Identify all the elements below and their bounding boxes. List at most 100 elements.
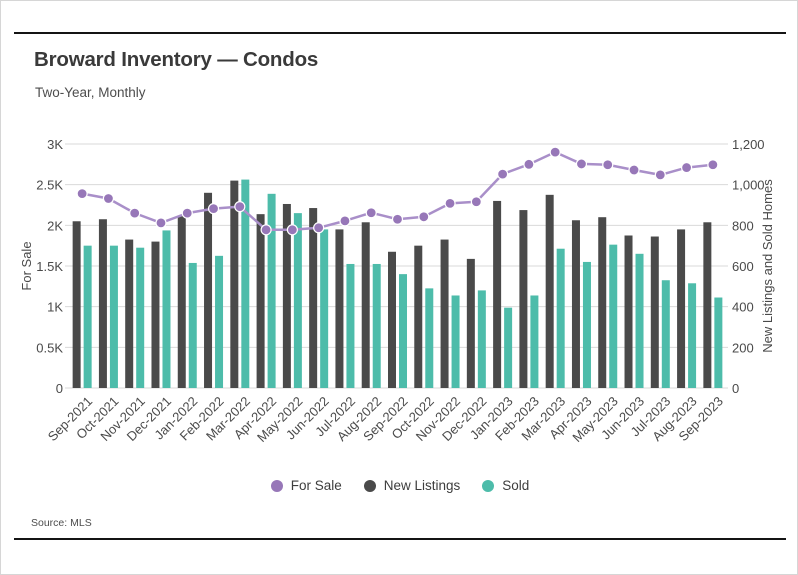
sold-bar	[635, 253, 644, 388]
sold-bar	[556, 248, 565, 388]
for-sale-point	[418, 211, 430, 223]
for-sale-legend-marker-icon	[270, 479, 283, 492]
for-sale-point	[391, 213, 404, 225]
sold-bar	[477, 290, 486, 388]
for-sale-point	[444, 197, 456, 209]
left-axis-tick-label: 1K	[47, 300, 63, 315]
sold-bar	[83, 245, 92, 388]
sold-bar	[109, 245, 118, 388]
sold-bar	[372, 263, 381, 388]
new-listings-bar	[598, 217, 607, 388]
sold-bar	[688, 283, 697, 388]
sold-bar	[215, 255, 224, 388]
sold-bar	[504, 307, 513, 388]
right-axis-tick-label: 800	[732, 218, 754, 233]
new-listings-bar	[624, 235, 633, 388]
for-sale-point	[102, 192, 115, 205]
left-axis-tick-label: 1.5K	[36, 259, 63, 274]
for-sale-point	[181, 207, 193, 219]
for-sale-point	[76, 188, 88, 200]
for-sale-point	[234, 201, 246, 213]
sold-bar	[399, 274, 407, 388]
left-axis-tick-label: 2.5K	[36, 178, 63, 193]
new-listings-bar	[545, 194, 554, 388]
new-listings-bar	[414, 245, 423, 388]
sold-bar	[188, 262, 197, 388]
new-listings-bar	[335, 229, 344, 388]
new-listings-bar	[125, 239, 134, 388]
legend-item: New Listings	[363, 478, 460, 493]
new-listings-legend-marker-icon	[363, 479, 376, 492]
sold-bar	[346, 263, 355, 388]
right-axis-tick-label: 0	[732, 381, 739, 396]
new-listings-bar	[519, 210, 528, 388]
sold-bar	[661, 280, 670, 388]
chart-subtitle: Two-Year, Monthly	[35, 85, 146, 100]
sold-bar	[241, 179, 250, 388]
for-sale-point	[680, 161, 693, 174]
right-axis-tick-label: 600	[732, 259, 754, 274]
right-axis-tick-label: 400	[732, 300, 754, 315]
right-axis-tick-label: 200	[732, 340, 754, 355]
new-listings-bar	[230, 180, 239, 388]
new-listings-bar	[440, 239, 449, 388]
sold-legend-marker-icon	[482, 479, 495, 492]
for-sale-point	[523, 158, 535, 170]
top-rule	[14, 32, 786, 34]
for-sale-point	[155, 217, 167, 229]
right-axis-tick-label: 1,000	[732, 178, 765, 193]
new-listings-bar	[177, 216, 186, 388]
new-listings-bar	[256, 214, 265, 388]
sold-bar	[267, 193, 276, 388]
sold-bar	[162, 230, 171, 388]
for-sale-point	[628, 164, 640, 176]
new-listings-bar	[650, 236, 659, 388]
sold-bar	[530, 295, 539, 388]
legend-item: For Sale	[270, 478, 342, 493]
new-listings-bar	[703, 222, 712, 388]
sold-bar	[320, 229, 329, 388]
right-axis-tick-label: 1,200	[732, 137, 765, 152]
legend-label: Sold	[502, 478, 530, 493]
legend-item: Sold	[482, 478, 529, 493]
for-sale-point	[286, 224, 298, 236]
for-sale-point	[602, 159, 614, 171]
sold-bar	[451, 295, 460, 388]
source-text: Source: MLS	[31, 517, 92, 529]
sold-bar	[425, 288, 434, 388]
for-sale-point	[339, 215, 351, 227]
left-axis-tick-label: 3K	[47, 137, 63, 152]
new-listings-bar	[282, 203, 291, 388]
for-sale-point	[129, 207, 141, 219]
for-sale-point	[260, 224, 272, 236]
sold-bar	[714, 297, 723, 388]
sold-bar	[293, 213, 302, 388]
legend-label: For Sale	[290, 478, 342, 493]
bottom-rule	[14, 538, 786, 540]
sold-bar	[136, 247, 145, 388]
right-axis-title: New Listings and Sold Homes	[760, 179, 775, 353]
for-sale-point	[207, 203, 220, 215]
left-axis-title: For Sale	[19, 241, 34, 290]
for-sale-point	[575, 158, 588, 170]
sold-bar	[609, 244, 618, 388]
new-listings-bar	[571, 220, 580, 388]
new-listings-bar	[309, 208, 318, 388]
for-sale-point	[497, 168, 509, 180]
for-sale-point	[365, 207, 377, 219]
for-sale-point	[654, 169, 666, 181]
new-listings-bar	[677, 229, 686, 388]
new-listings-bar	[72, 221, 81, 388]
left-axis-tick-label: 2K	[47, 218, 63, 233]
left-axis-tick-label: 0	[56, 381, 63, 396]
for-sale-point	[470, 196, 482, 208]
new-listings-bar	[361, 222, 370, 388]
new-listings-bar	[466, 258, 475, 388]
left-axis-tick-label: 0.5K	[36, 340, 63, 355]
for-sale-point	[549, 146, 561, 158]
for-sale-point	[707, 159, 719, 171]
new-listings-bar	[493, 200, 502, 388]
chart-title: Broward Inventory — Condos	[34, 48, 319, 71]
